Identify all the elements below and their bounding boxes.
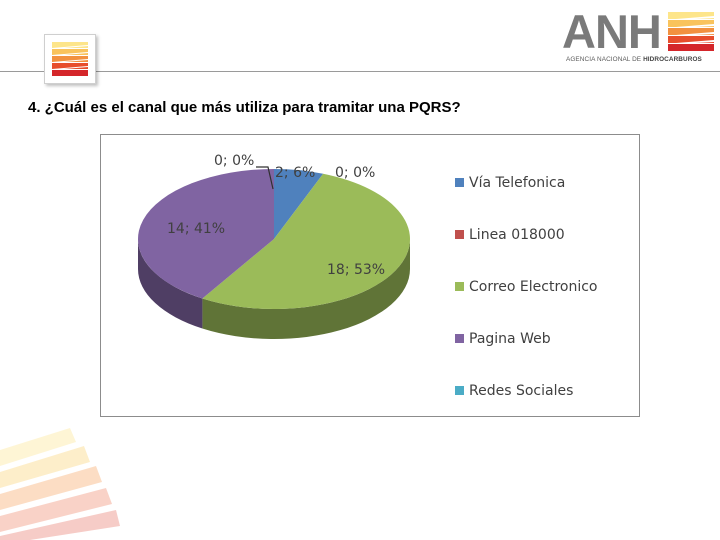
legend-swatch-1 xyxy=(455,230,464,239)
anh-stripes-icon xyxy=(668,12,714,51)
anh-logo-subtitle: AGENCIA NACIONAL DE HIDROCARBUROS xyxy=(566,56,702,63)
pie-slices xyxy=(138,169,411,310)
pie-chart: 2; 6% 0; 0% 18; 53% 14; 41% 0; 0% Vía Telefon… xyxy=(138,153,598,399)
anh-logo: ANH AGENCIA NACIONAL DE HIDROCARBUROS xyxy=(562,8,718,68)
legend-label-4: Redes Sociales xyxy=(469,383,573,399)
pie-slice-2 xyxy=(202,173,411,310)
data-label-leader-line xyxy=(256,166,274,190)
pie-data-labels: 2; 6% 0; 0% 18; 53% 14; 41% 0; 0% xyxy=(167,153,385,278)
legend-swatch-0 xyxy=(455,178,464,187)
data-label-3: 14; 41% xyxy=(167,221,225,237)
pie-slice-3 xyxy=(138,169,274,299)
legend-label-2: Correo Electronico xyxy=(469,279,598,295)
legend-swatch-4 xyxy=(455,386,464,395)
data-label-1: 0; 0% xyxy=(214,153,254,169)
pie-side-3 xyxy=(138,239,203,329)
legend-label-0: Vía Telefonica xyxy=(469,175,565,191)
pie-sides xyxy=(138,239,410,339)
pie-slice-0 xyxy=(274,169,324,239)
question-title: 4. ¿Cuál es el canal que más utiliza par… xyxy=(28,99,461,116)
data-label-0: 2; 6% xyxy=(275,165,315,181)
legend-swatch-2 xyxy=(455,282,464,291)
anh-logo-text: ANH xyxy=(562,5,662,58)
legend-swatch-3 xyxy=(455,334,464,343)
pie-side-2 xyxy=(202,239,410,339)
chart-legend: Vía Telefonica Linea 018000 Correo Electro… xyxy=(455,175,598,399)
stripes-logo-small xyxy=(44,34,96,84)
data-label-2: 18; 53% xyxy=(327,262,385,278)
legend-label-1: Linea 018000 xyxy=(469,227,565,243)
chart-frame: 2; 6% 0; 0% 18; 53% 14; 41% 0; 0% Vía Telefon… xyxy=(100,134,640,417)
legend-label-3: Pagina Web xyxy=(469,331,551,347)
data-label-4: 0; 0% xyxy=(335,165,375,181)
corner-stripes-decoration xyxy=(0,428,120,540)
header-divider xyxy=(0,71,720,72)
